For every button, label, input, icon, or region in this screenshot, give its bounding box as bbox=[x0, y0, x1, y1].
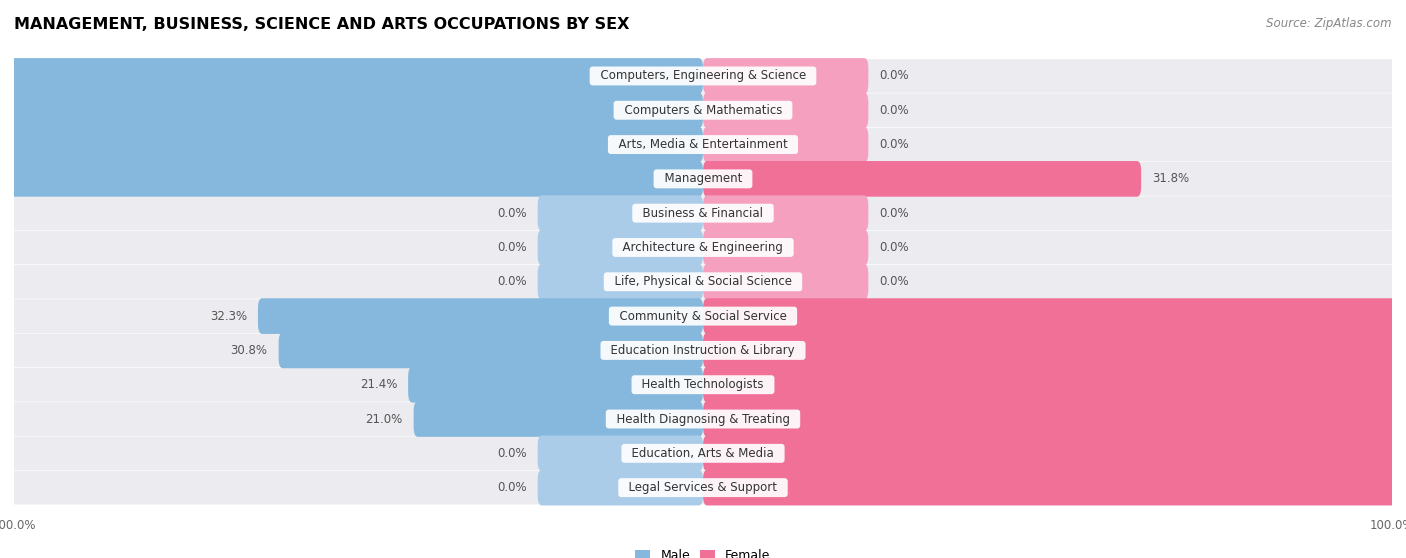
Text: Health Diagnosing & Treating: Health Diagnosing & Treating bbox=[609, 412, 797, 426]
Text: 0.0%: 0.0% bbox=[879, 206, 910, 220]
FancyBboxPatch shape bbox=[14, 230, 1392, 264]
FancyBboxPatch shape bbox=[537, 470, 703, 506]
Text: 0.0%: 0.0% bbox=[496, 275, 527, 288]
Text: Community & Social Service: Community & Social Service bbox=[612, 310, 794, 323]
FancyBboxPatch shape bbox=[537, 195, 703, 231]
FancyBboxPatch shape bbox=[0, 58, 703, 94]
FancyBboxPatch shape bbox=[14, 128, 1392, 161]
FancyBboxPatch shape bbox=[537, 435, 703, 471]
FancyBboxPatch shape bbox=[703, 435, 1406, 471]
Legend: Male, Female: Male, Female bbox=[630, 544, 776, 558]
FancyBboxPatch shape bbox=[703, 299, 1406, 334]
FancyBboxPatch shape bbox=[14, 436, 1392, 470]
FancyBboxPatch shape bbox=[14, 265, 1392, 299]
Text: Computers, Engineering & Science: Computers, Engineering & Science bbox=[592, 69, 814, 83]
FancyBboxPatch shape bbox=[703, 264, 869, 300]
Text: Legal Services & Support: Legal Services & Support bbox=[621, 481, 785, 494]
Text: 0.0%: 0.0% bbox=[879, 104, 910, 117]
FancyBboxPatch shape bbox=[14, 196, 1392, 230]
FancyBboxPatch shape bbox=[14, 334, 1392, 367]
FancyBboxPatch shape bbox=[703, 58, 869, 94]
FancyBboxPatch shape bbox=[703, 93, 869, 128]
Text: MANAGEMENT, BUSINESS, SCIENCE AND ARTS OCCUPATIONS BY SEX: MANAGEMENT, BUSINESS, SCIENCE AND ARTS O… bbox=[14, 17, 630, 32]
FancyBboxPatch shape bbox=[703, 401, 1406, 437]
FancyBboxPatch shape bbox=[537, 264, 703, 300]
FancyBboxPatch shape bbox=[14, 162, 1392, 196]
FancyBboxPatch shape bbox=[408, 367, 703, 402]
Text: Computers & Mathematics: Computers & Mathematics bbox=[617, 104, 789, 117]
Text: Management: Management bbox=[657, 172, 749, 185]
FancyBboxPatch shape bbox=[703, 230, 869, 265]
FancyBboxPatch shape bbox=[413, 401, 703, 437]
FancyBboxPatch shape bbox=[703, 470, 1406, 506]
FancyBboxPatch shape bbox=[703, 333, 1406, 368]
Text: 0.0%: 0.0% bbox=[496, 241, 527, 254]
Text: 31.8%: 31.8% bbox=[1152, 172, 1189, 185]
FancyBboxPatch shape bbox=[0, 161, 703, 197]
FancyBboxPatch shape bbox=[14, 299, 1392, 333]
Text: 0.0%: 0.0% bbox=[879, 69, 910, 83]
Text: 21.0%: 21.0% bbox=[366, 412, 402, 426]
Text: Life, Physical & Social Science: Life, Physical & Social Science bbox=[607, 275, 799, 288]
Text: 0.0%: 0.0% bbox=[496, 206, 527, 220]
FancyBboxPatch shape bbox=[14, 368, 1392, 402]
Text: 0.0%: 0.0% bbox=[496, 447, 527, 460]
Text: 32.3%: 32.3% bbox=[209, 310, 247, 323]
FancyBboxPatch shape bbox=[14, 93, 1392, 127]
Text: 30.8%: 30.8% bbox=[231, 344, 267, 357]
Text: 0.0%: 0.0% bbox=[879, 138, 910, 151]
FancyBboxPatch shape bbox=[703, 127, 869, 162]
Text: 0.0%: 0.0% bbox=[496, 481, 527, 494]
Text: Arts, Media & Entertainment: Arts, Media & Entertainment bbox=[610, 138, 796, 151]
FancyBboxPatch shape bbox=[0, 127, 703, 162]
FancyBboxPatch shape bbox=[0, 93, 703, 128]
FancyBboxPatch shape bbox=[14, 59, 1392, 93]
FancyBboxPatch shape bbox=[703, 161, 1142, 197]
Text: Education Instruction & Library: Education Instruction & Library bbox=[603, 344, 803, 357]
FancyBboxPatch shape bbox=[257, 299, 703, 334]
FancyBboxPatch shape bbox=[703, 367, 1406, 402]
Text: Source: ZipAtlas.com: Source: ZipAtlas.com bbox=[1267, 17, 1392, 30]
Text: Business & Financial: Business & Financial bbox=[636, 206, 770, 220]
Text: 0.0%: 0.0% bbox=[879, 241, 910, 254]
FancyBboxPatch shape bbox=[703, 195, 869, 231]
FancyBboxPatch shape bbox=[14, 471, 1392, 504]
Text: Architecture & Engineering: Architecture & Engineering bbox=[616, 241, 790, 254]
Text: Education, Arts & Media: Education, Arts & Media bbox=[624, 447, 782, 460]
FancyBboxPatch shape bbox=[14, 402, 1392, 436]
Text: 0.0%: 0.0% bbox=[879, 275, 910, 288]
FancyBboxPatch shape bbox=[278, 333, 703, 368]
Text: Health Technologists: Health Technologists bbox=[634, 378, 772, 391]
Text: 21.4%: 21.4% bbox=[360, 378, 396, 391]
FancyBboxPatch shape bbox=[537, 230, 703, 265]
